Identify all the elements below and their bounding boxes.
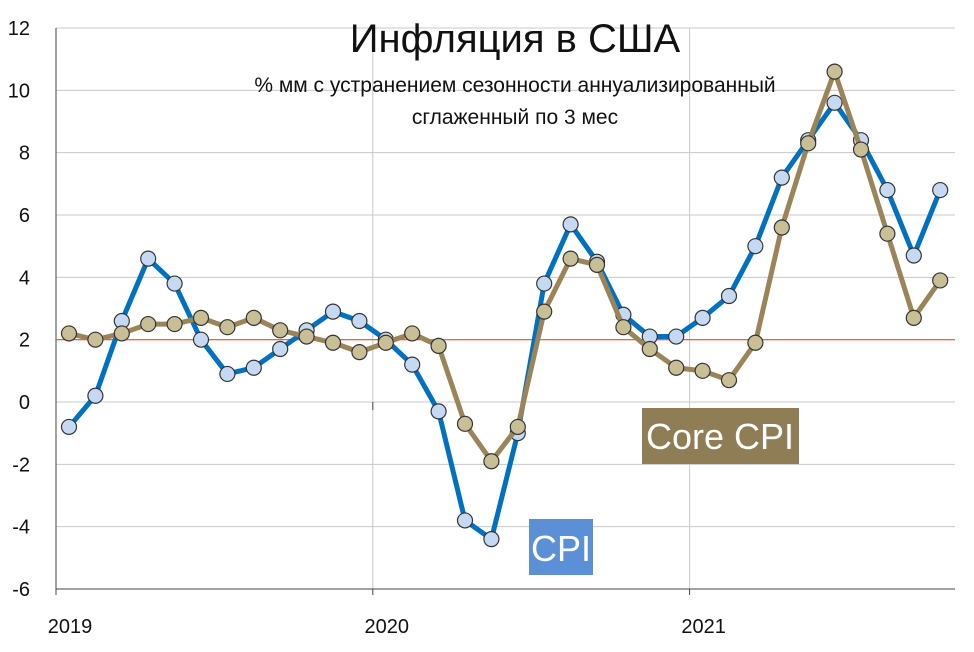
data-point [932,181,949,199]
data-point [377,334,394,351]
data-point [747,238,764,255]
core-cpi-label: Core CPI [646,416,794,457]
data-point [879,181,896,199]
y-tick-label: 0 [19,392,30,414]
x-tick-label: 2019 [48,616,93,638]
data-point [219,319,236,336]
data-point [245,309,262,326]
data-point [456,512,474,529]
data-point [351,312,368,330]
y-tick-label: 2 [19,330,30,352]
data-point [826,63,843,80]
cpi-label-box [529,519,593,575]
series-line [66,100,943,542]
data-point [905,247,922,264]
data-point [720,372,738,389]
series-line [66,69,943,464]
data-point [509,418,526,436]
data-point [430,337,447,354]
data-point [140,250,157,267]
core-cpi-label-box [642,408,799,464]
data-point [932,272,949,289]
y-tick-label: 8 [19,143,30,165]
data-point [324,303,342,320]
data-point [826,94,843,111]
data-point [747,334,764,351]
x-tick-label: 2021 [681,616,726,638]
series-core-cpi [60,63,949,470]
series-labels: CPI Core CPI [529,408,799,575]
series-layer [60,63,949,548]
data-point [536,303,553,320]
data-point [192,309,210,326]
data-point [905,309,922,326]
y-tick-label: 6 [19,205,30,227]
x-tick-label: 2020 [365,616,410,638]
data-point [720,287,738,305]
data-point [562,216,579,233]
data-point [694,362,711,379]
data-point [668,359,685,376]
data-point [879,225,896,242]
chart-subtitle-line1: % мм с устранением сезонности аннуализир… [254,74,775,97]
data-point [404,325,421,342]
data-point [668,328,685,345]
data-point [562,250,579,267]
data-point [60,418,78,436]
data-point [773,169,790,186]
data-point [536,275,553,292]
data-point [298,328,315,345]
y-tick-label: 12 [8,18,30,40]
data-point [166,315,183,333]
data-point [588,256,606,273]
data-point [192,331,210,348]
data-point [456,415,474,432]
data-point [641,340,658,358]
chart-subtitle-line2: сглаженный по 3 мес [412,106,618,129]
data-point [852,141,870,158]
cpi-label: CPI [531,528,591,569]
data-point [113,325,130,342]
data-point [219,365,236,383]
data-point [351,344,368,361]
chart-title: Инфляция в США [350,17,681,61]
y-tick-label: -2 [12,454,30,476]
data-point [60,325,78,342]
data-point [166,275,183,292]
data-point [694,309,711,326]
data-point [87,331,104,348]
data-point [483,453,500,470]
data-point [272,322,289,339]
y-tick-label: 4 [19,267,30,289]
data-point [245,359,262,376]
data-point [324,334,342,351]
data-point [430,403,447,420]
data-point [800,135,817,152]
y-tick-label: -4 [12,517,30,539]
y-tick-label: -6 [12,579,30,601]
axes: -6 -4 -2 0 2 4 6 8 10 12 2019 2020 2021 [8,18,955,638]
data-point [272,340,289,358]
series-cpi [60,94,949,548]
data-point [773,219,790,236]
data-point [483,531,500,548]
data-point [87,387,104,404]
data-point [404,356,421,373]
data-point [140,315,157,333]
y-tick-label: 10 [8,80,30,102]
data-point [615,319,632,336]
